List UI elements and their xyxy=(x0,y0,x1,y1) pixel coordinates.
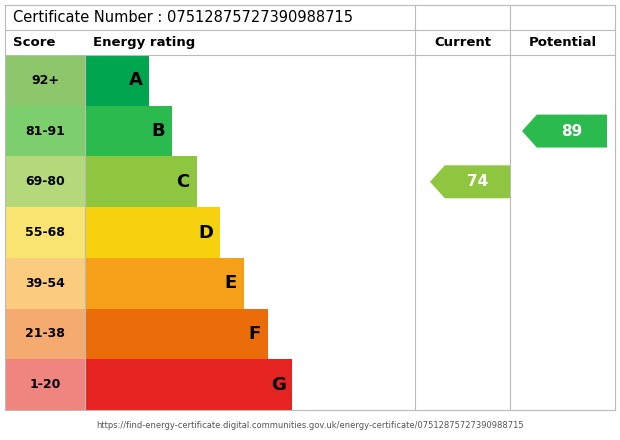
Bar xyxy=(5,359,85,410)
Text: 74: 74 xyxy=(467,174,488,189)
Bar xyxy=(5,258,85,308)
Text: 55-68: 55-68 xyxy=(25,226,65,239)
Text: Energy rating: Energy rating xyxy=(93,36,195,49)
Text: 92+: 92+ xyxy=(31,74,59,87)
Bar xyxy=(85,359,292,410)
Text: G: G xyxy=(271,376,286,394)
Text: 39-54: 39-54 xyxy=(25,277,65,290)
Text: Current: Current xyxy=(434,36,491,49)
Polygon shape xyxy=(522,114,607,147)
Bar xyxy=(5,106,85,157)
Text: F: F xyxy=(248,325,260,343)
Text: 69-80: 69-80 xyxy=(25,175,65,188)
Text: Score: Score xyxy=(13,36,55,49)
Bar xyxy=(85,106,172,157)
Bar xyxy=(5,308,85,359)
Bar xyxy=(85,157,197,207)
Text: Certificate Number : 07512875727390988715: Certificate Number : 0751287572739098871… xyxy=(13,10,353,25)
Bar xyxy=(85,308,268,359)
Text: D: D xyxy=(199,224,214,242)
Text: 21-38: 21-38 xyxy=(25,327,65,341)
Text: 81-91: 81-91 xyxy=(25,125,65,138)
Text: https://find-energy-certificate.digital.communities.gov.uk/energy-certificate/07: https://find-energy-certificate.digital.… xyxy=(96,421,524,429)
Text: A: A xyxy=(128,71,142,89)
Bar xyxy=(85,207,220,258)
Bar xyxy=(5,157,85,207)
Bar xyxy=(85,55,149,106)
Text: Potential: Potential xyxy=(528,36,596,49)
Text: B: B xyxy=(152,122,166,140)
Bar xyxy=(85,258,244,308)
Text: E: E xyxy=(224,274,236,292)
Bar xyxy=(5,207,85,258)
Bar xyxy=(5,55,85,106)
Text: 89: 89 xyxy=(561,124,583,139)
Text: 1-20: 1-20 xyxy=(29,378,61,391)
Polygon shape xyxy=(430,165,510,198)
Text: C: C xyxy=(176,173,189,191)
